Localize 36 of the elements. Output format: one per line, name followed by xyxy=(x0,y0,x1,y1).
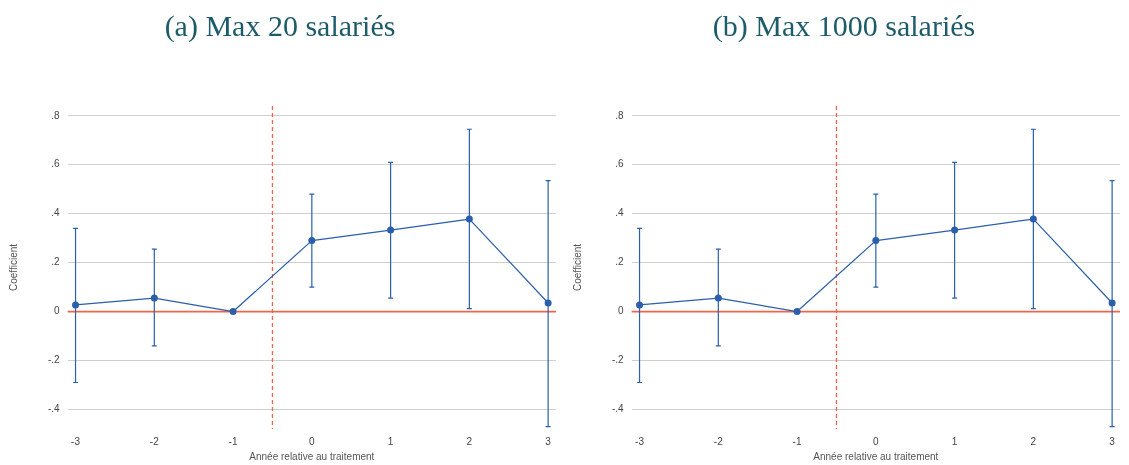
y-tick-label: .2 xyxy=(615,256,625,268)
x-tick-label: 3 xyxy=(545,435,552,447)
x-tick-label: -1 xyxy=(228,435,238,447)
x-tick-label: 2 xyxy=(466,435,473,447)
y-tick-label: .6 xyxy=(615,158,625,170)
y-tick-label: .4 xyxy=(615,207,625,219)
x-tick-label: 1 xyxy=(951,435,958,447)
x-tick-label: 1 xyxy=(387,435,394,447)
y-axis-title: Coefficient xyxy=(7,243,19,292)
y-tick-label: -.2 xyxy=(48,354,61,366)
x-tick-label: -2 xyxy=(149,435,160,447)
point xyxy=(793,308,801,316)
point xyxy=(229,308,237,316)
x-axis-title: Année relative au traitement xyxy=(813,450,939,462)
x-tick-label: 0 xyxy=(873,435,880,447)
y-tick-label: 0 xyxy=(54,305,61,317)
x-axis-title: Année relative au traitement xyxy=(249,450,375,462)
x-tick-label: -3 xyxy=(71,435,81,447)
x-tick-label: -1 xyxy=(792,435,802,447)
y-tick-label: .2 xyxy=(51,256,61,268)
y-tick-label: .6 xyxy=(51,158,61,170)
y-tick-label: -.4 xyxy=(48,403,61,415)
y-tick-label: .8 xyxy=(51,109,61,121)
x-tick-label: 3 xyxy=(1109,435,1116,447)
x-tick-label: -2 xyxy=(713,435,724,447)
y-tick-label: .8 xyxy=(615,109,625,121)
x-tick-label: 0 xyxy=(309,435,316,447)
y-tick-label: -.4 xyxy=(612,403,625,415)
y-tick-label: -.2 xyxy=(612,354,625,366)
chart-title: (b) Max 1000 salariés xyxy=(712,8,976,43)
x-tick-label: 2 xyxy=(1030,435,1037,447)
x-tick-label: -3 xyxy=(635,435,645,447)
chart-title: (a) Max 20 salariés xyxy=(164,8,396,43)
y-tick-label: .4 xyxy=(51,207,61,219)
y-tick-label: 0 xyxy=(618,305,625,317)
y-axis-title: Coefficient xyxy=(571,243,583,292)
